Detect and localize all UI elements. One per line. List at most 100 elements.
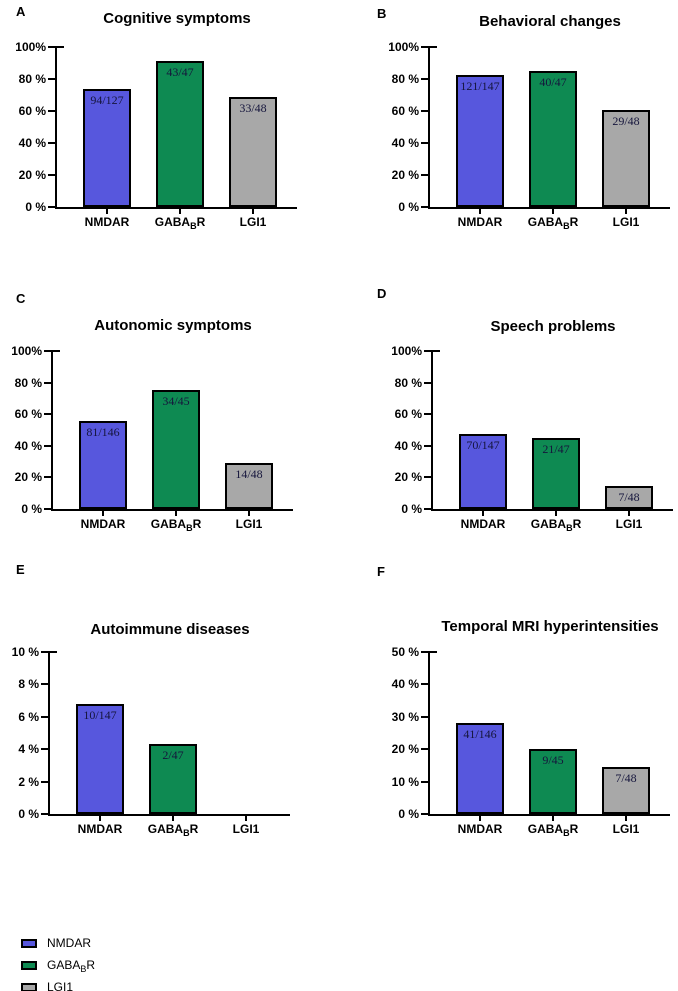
y-tick (421, 142, 428, 144)
panel-letter-e: E (16, 562, 25, 577)
y-axis (55, 46, 57, 208)
bar-lgi1 (602, 766, 650, 814)
y-tick (421, 174, 428, 176)
x-axis (428, 207, 670, 209)
bar-value-label: 81/146 (86, 425, 120, 440)
x-category-label: GABABR (150, 517, 202, 533)
x-category-label: GABABR (527, 822, 579, 838)
y-tick (41, 748, 48, 751)
y-tick-label: 60 % (394, 407, 422, 422)
panel-letter-d: D (377, 286, 387, 301)
x-tick (552, 816, 554, 821)
x-tick (102, 511, 104, 516)
x-axis (55, 207, 297, 209)
y-tick-label: 0 % (25, 200, 46, 214)
y-tick (421, 651, 428, 653)
plot-area-d: 0 % 20 % 40 % 60 % 80 % 100% 70/147 NMDAR 21/47 G… (339, 270, 678, 545)
bar-gaba(b)r (152, 389, 200, 509)
y-tick (421, 715, 428, 718)
y-tick-label: 6 % (18, 709, 39, 724)
y-tick-label: 0 % (401, 502, 422, 516)
y-tick (48, 78, 55, 80)
y-tick-label: 20 % (394, 470, 422, 485)
y-tick (421, 748, 428, 751)
x-axis (431, 509, 673, 511)
bar-value-label: 121/147 (460, 79, 500, 94)
subscript-text: B (186, 523, 193, 533)
bar-gaba(b)r (529, 70, 577, 207)
y-tick (41, 651, 48, 653)
y-axis-top-tick (50, 651, 57, 653)
subscript-text: B (190, 221, 197, 231)
x-axis (428, 814, 670, 816)
y-tick-label: 50 % (391, 645, 419, 659)
y-axis (48, 651, 50, 815)
x-category-label: LGI1 (235, 517, 263, 531)
legend-label: LGI1 (47, 980, 74, 991)
y-tick-label: 2 % (18, 774, 39, 789)
x-tick (625, 209, 627, 214)
y-tick-label: 20 % (391, 742, 419, 757)
y-tick-label: 0 % (398, 807, 419, 821)
x-tick (252, 209, 254, 214)
y-tick (421, 780, 428, 783)
chart-title-f: Temporal MRI hyperintensities (441, 618, 659, 635)
subscript-text: B (563, 221, 570, 231)
x-tick (248, 511, 250, 516)
y-tick-label: 60 % (391, 104, 419, 118)
panel-letter-c: C (16, 291, 26, 306)
y-axis-top-tick (57, 46, 64, 48)
y-tick-label: 60 % (14, 407, 42, 422)
y-tick (421, 206, 428, 208)
x-category-label: GABABR (530, 517, 582, 533)
y-tick-label: 40 % (18, 136, 46, 150)
y-tick-label: 40 % (391, 136, 419, 150)
y-tick (421, 110, 428, 112)
x-tick (172, 816, 174, 821)
x-tick (555, 511, 557, 516)
panel-letter-b: B (377, 6, 387, 21)
chart-title-d: Speech problems (490, 318, 616, 335)
x-tick (625, 816, 627, 821)
y-tick (48, 174, 55, 176)
legend-label: NMDAR (47, 936, 91, 950)
bar-gaba(b)r (532, 438, 580, 509)
x-tick (482, 511, 484, 516)
bar-value-label: 7/48 (615, 770, 637, 785)
y-tick-label: 40 % (394, 438, 422, 453)
panel-a: A Cognitive symptoms 0 % 20 % 40 % 60 % 80 %… (0, 0, 339, 265)
bar-value-label: 9/45 (542, 753, 564, 768)
y-tick (421, 46, 428, 48)
x-tick (479, 209, 481, 214)
chart-title-c: Autonomic symptoms (94, 317, 252, 334)
bar-nmdar (456, 75, 504, 207)
chart-title-a: Cognitive symptoms (103, 10, 251, 27)
y-tick-label: 40 % (391, 677, 419, 692)
x-category-label: NMDAR (84, 215, 130, 229)
y-tick (44, 413, 51, 416)
x-tick (479, 816, 481, 821)
x-axis (48, 814, 290, 816)
x-axis (51, 509, 293, 511)
x-tick (628, 511, 630, 516)
x-tick (552, 209, 554, 214)
legend-label: GABABR (47, 958, 96, 974)
x-category-label: NMDAR (460, 517, 506, 531)
y-tick (421, 683, 428, 686)
legend-swatch-gaba (21, 961, 37, 970)
panel-e: E Autoimmune diseases 0 % 2 % 4 % 6 % 8 % 10 … (0, 550, 339, 840)
y-tick (41, 715, 48, 718)
bar-value-label: 7/48 (618, 489, 640, 504)
bar-value-label: 33/48 (239, 100, 267, 115)
y-tick-label: 0 % (398, 200, 419, 214)
y-tick-label: 100% (15, 40, 46, 54)
y-axis-top-tick (430, 651, 437, 653)
bar-value-label: 40/47 (539, 74, 567, 89)
bar-value-label: 14/48 (235, 466, 263, 481)
y-tick-label: 100% (391, 344, 422, 358)
y-tick-label: 30 % (391, 709, 419, 724)
y-tick-label: 8 % (18, 677, 39, 692)
y-tick-label: 100% (388, 40, 419, 54)
y-tick (44, 444, 51, 447)
y-tick (424, 476, 431, 479)
